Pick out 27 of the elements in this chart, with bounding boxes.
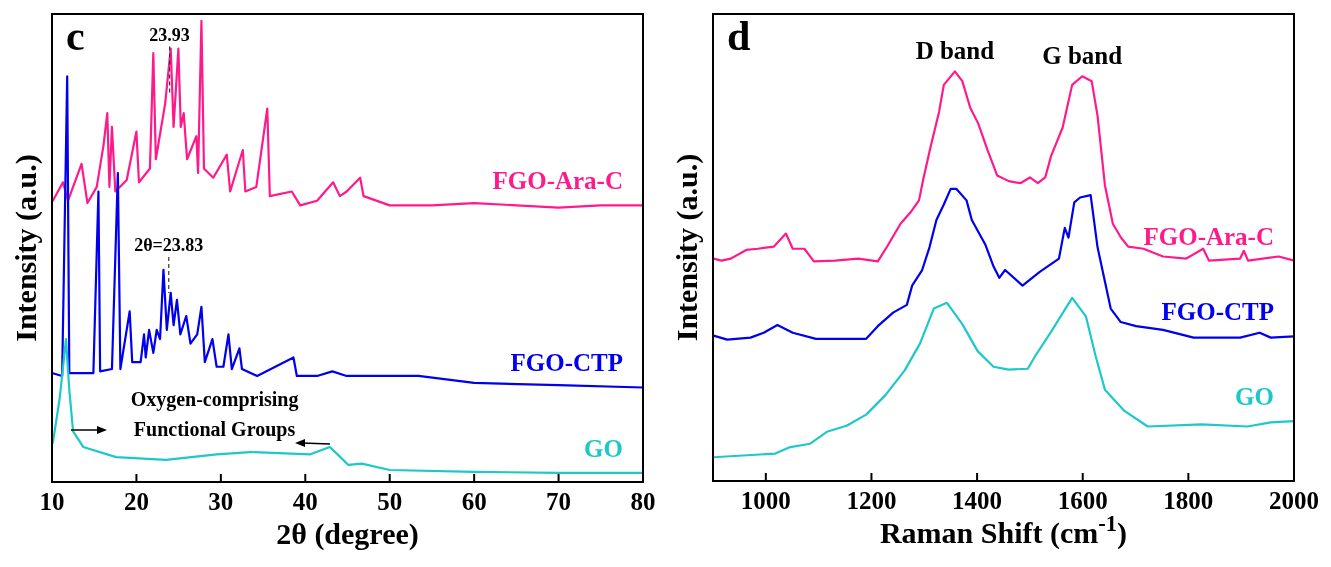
annotation: Oxygen-comprising Functional Groups — [130, 388, 299, 441]
annotation: 2θ=23.83 — [134, 234, 204, 255]
series-label: FGO-Ara-C — [1143, 222, 1274, 250]
x-tick-label: 80 — [630, 488, 656, 515]
x-tick-label: 50 — [377, 488, 403, 515]
series-label: FGO-Ara-C — [492, 167, 623, 195]
series-label: FGO-CTP — [510, 349, 623, 377]
x-tick-label: 40 — [292, 488, 318, 515]
text: d — [727, 13, 751, 59]
series-label: GO — [1235, 383, 1274, 411]
x-tick-label: 20 — [123, 488, 149, 515]
y-axis-title: Intensity (a.u.) — [670, 153, 704, 342]
x-tick-label: 30 — [208, 488, 234, 515]
x-tick-label: 10 — [39, 488, 65, 515]
x-tick-label: 2000 — [1269, 487, 1319, 514]
annotation: D band — [915, 37, 995, 65]
series-label: GO — [584, 434, 623, 462]
x-axis-title: 2θ (degree) — [276, 517, 419, 551]
annotation: G band — [1042, 42, 1123, 70]
y-axis-title: Intensity (a.u.) — [9, 154, 43, 342]
x-tick-label: 1000 — [740, 487, 791, 514]
x-tick-label: 60 — [461, 488, 487, 515]
annotation: c — [66, 13, 85, 59]
x-tick-label: 70 — [546, 488, 572, 515]
annotation: 23.93 — [149, 24, 190, 45]
x-tick-label: 1800 — [1163, 487, 1214, 514]
series-label: FGO-CTP — [1161, 298, 1274, 326]
